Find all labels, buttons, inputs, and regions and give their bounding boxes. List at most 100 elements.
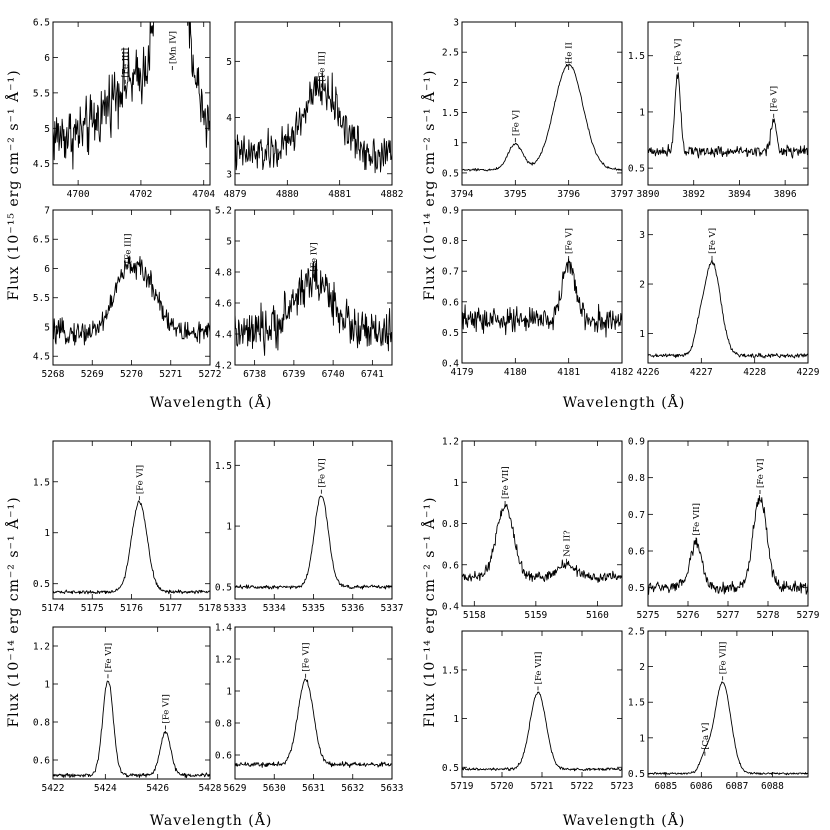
y-tick-label: 0.5 (442, 168, 459, 179)
y-tick-label: 1.5 (628, 51, 645, 62)
y-axis-label: Flux (10⁻¹⁵ erg cm⁻² s⁻¹ Å⁻¹) (4, 69, 22, 300)
y-tick-label: 0.5 (628, 164, 645, 175)
x-tick-label: 5269 (81, 369, 104, 380)
y-tick-label: 1 (44, 528, 50, 539)
x-tick-label: 4881 (328, 189, 351, 200)
y-tick-label: 0.7 (442, 267, 459, 278)
spectrum-line (648, 495, 808, 595)
line-id-label: [Fe VII] (719, 642, 729, 675)
y-tick-label: 3 (226, 169, 232, 180)
y-tick-label: 4.8 (215, 268, 232, 279)
spectrum-line (648, 259, 808, 359)
y-tick-label: 0.8 (628, 473, 645, 484)
y-tick-label: 6 (44, 53, 50, 64)
line-id-label: [Fe IV] (310, 242, 320, 271)
panel-frame (52, 21, 211, 186)
y-tick-label: 0.5 (442, 763, 459, 774)
x-tick-label: 5158 (463, 610, 486, 621)
y-tick-label: 2 (639, 662, 645, 673)
line-id-label: [Fe VI] (104, 643, 114, 672)
y-tick-label: 2.5 (442, 48, 459, 59)
y-tick-label: 0.8 (33, 718, 50, 729)
panel-2: 4879 4880 4881 4882 3 4 5 [Fe III] (224, 21, 404, 200)
x-tick-label: 3795 (504, 189, 527, 200)
x-tick-label: 5270 (120, 369, 143, 380)
panel-frame (234, 626, 393, 780)
spectrum-line (235, 495, 392, 590)
panel-frame (52, 440, 211, 600)
y-tick-label: 0.9 (628, 437, 645, 448)
y-tick-label: 4.6 (215, 299, 232, 310)
x-tick-label: 3890 (637, 189, 660, 200)
spectrum-line (235, 678, 392, 768)
line-id-label: [Fe V] (770, 86, 780, 112)
x-tick-label: 4704 (192, 189, 215, 200)
line-id-label: [Fe VI] (756, 459, 766, 488)
x-tick-label: 5633 (381, 783, 404, 794)
y-tick-label: 7 (44, 206, 50, 217)
x-tick-label: 3797 (611, 189, 634, 200)
x-tick-label: 6739 (282, 369, 305, 380)
panel-3: 5268 5269 5270 5271 5272 4.5 5 5.5 6 6.5 7 [Fe III] (33, 206, 222, 381)
line-id-label: [Fe V] (708, 228, 718, 254)
x-tick-label: 5632 (341, 783, 364, 794)
x-tick-label: 6088 (761, 781, 784, 792)
x-tick-label: 5279 (797, 610, 820, 621)
y-tick-label: 0.6 (628, 547, 645, 558)
panel-frame (647, 209, 809, 364)
spectrum-line (53, 255, 210, 346)
x-tick-label: 4227 (690, 367, 713, 378)
x-tick-label: 4882 (381, 189, 404, 200)
panel-frame (52, 209, 211, 366)
y-tick-label: 0.5 (442, 328, 459, 339)
panel-11: 5422 5424 5426 5428 0.6 0.8 1 1.2 [Fe VI] [Fe VI] (33, 626, 222, 794)
line-id-label: [Fe III] (121, 48, 131, 78)
panel-frame (461, 209, 623, 364)
y-tick-label: 2 (453, 78, 459, 89)
panel-16: 6085 6086 6087 6088 0.5 1 1.5 2 2.5 [Ca V] [Fe VII… (628, 627, 809, 792)
line-id-label: [Fe VII] (501, 466, 511, 499)
y-tick-label: 1.5 (442, 108, 459, 119)
x-tick-label: 5424 (94, 783, 117, 794)
panel-1: 4700 4702 4704 4.5 5 5.5 6 6.5 [Fe III] [Mn IV] (33, 18, 216, 201)
x-tick-label: 3894 (728, 189, 751, 200)
x-tick-label: 4226 (637, 367, 660, 378)
line-id-label: Ne II? (563, 530, 573, 557)
x-tick-label: 3794 (451, 189, 474, 200)
y-tick-label: 1.2 (33, 642, 50, 653)
y-tick-label: 1.5 (442, 665, 459, 676)
x-tick-label: 5175 (81, 603, 104, 614)
x-tick-label: 4181 (557, 367, 580, 378)
x-tick-label: 5275 (637, 610, 660, 621)
x-tick-label: 5719 (451, 781, 474, 792)
y-tick-label: 2 (639, 280, 645, 291)
panel-frame (234, 209, 393, 366)
spectrum-line (235, 259, 392, 356)
line-id-label: [Fe VII] (534, 652, 544, 685)
line-id-label: [Fe VI] (317, 458, 327, 487)
spectrum-line (648, 72, 808, 159)
y-tick-label: 6.5 (33, 18, 50, 29)
x-axis-label: Wavelength (Å) (150, 811, 273, 829)
x-axis-label: Wavelength (Å) (563, 393, 686, 411)
x-tick-label: 5630 (263, 783, 286, 794)
y-tick-label: 6 (44, 264, 50, 275)
y-tick-label: 1 (639, 107, 645, 118)
y-tick-label: 0.8 (215, 719, 232, 730)
x-axis-label: Wavelength (Å) (563, 811, 686, 829)
spectrum-line (53, 500, 210, 595)
spectrum-line (462, 258, 622, 338)
panel-9: 5174 5175 5176 5177 5178 0.5 1 1.5 [Fe VI] (33, 440, 222, 614)
y-tick-label: 0.9 (442, 206, 459, 217)
y-tick-label: 3 (453, 18, 459, 29)
x-tick-label: 4228 (743, 367, 766, 378)
x-tick-label: 4182 (611, 367, 634, 378)
x-tick-label: 5276 (677, 610, 700, 621)
x-tick-label: 5277 (717, 610, 740, 621)
x-tick-label: 5334 (263, 603, 286, 614)
y-tick-label: 1.5 (33, 477, 50, 488)
line-id-label: [Fe VII] (692, 503, 702, 536)
line-id-label: [Fe III] (124, 234, 134, 264)
line-id-label: [Fe III] (317, 52, 327, 82)
